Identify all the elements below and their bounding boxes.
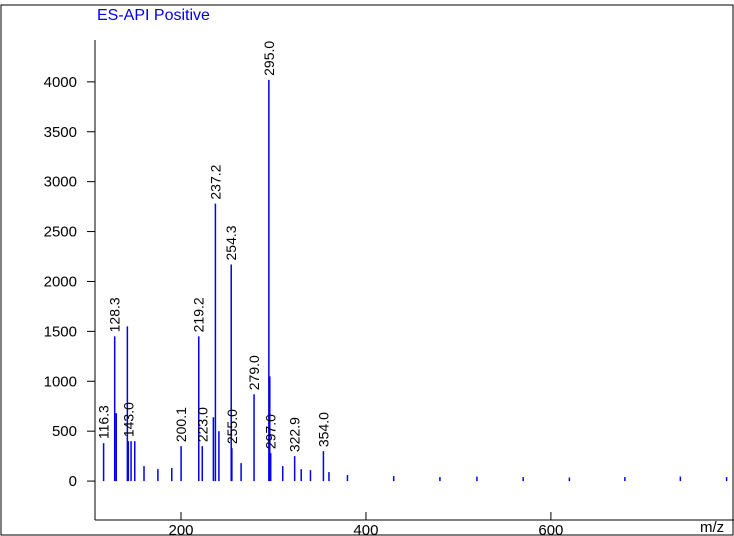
x-axis-label: m/z (700, 519, 724, 536)
peak-label: 354.0 (315, 412, 331, 447)
peak-label: 237.2 (207, 164, 223, 199)
peak-label: 295.0 (261, 41, 277, 76)
peak-label: 297.0 (263, 414, 279, 449)
peak-label: 219.2 (191, 297, 207, 332)
x-tick-label: 600 (538, 522, 563, 536)
x-tick-label: 200 (168, 522, 193, 536)
y-tick-label: 4000 (44, 74, 77, 91)
frame (0, 4, 734, 536)
y-tick-label: 2500 (44, 224, 77, 241)
y-tick-label: 1000 (44, 373, 77, 390)
chart-title: ES-API Positive (97, 7, 210, 24)
y-tick-label: 0 (69, 473, 77, 490)
peak-label: 322.9 (287, 417, 303, 452)
peak-label: 128.3 (107, 297, 123, 332)
peak-label: 143.0 (120, 402, 136, 437)
y-tick-label: 3500 (44, 124, 77, 141)
peak-label: 254.3 (223, 225, 239, 260)
y-tick-label: 2000 (44, 273, 77, 290)
y-tick-label: 1500 (44, 323, 77, 340)
x-tick-label: 400 (353, 522, 378, 536)
peak-label: 223.0 (194, 407, 210, 442)
peak-label: 255.0 (224, 409, 240, 444)
y-tick-label: 3000 (44, 174, 77, 191)
peak-label: 279.0 (246, 355, 262, 390)
peak-label: 116.3 (96, 405, 112, 439)
peak-label: 200.1 (173, 407, 189, 442)
y-tick-label: 500 (52, 423, 77, 440)
